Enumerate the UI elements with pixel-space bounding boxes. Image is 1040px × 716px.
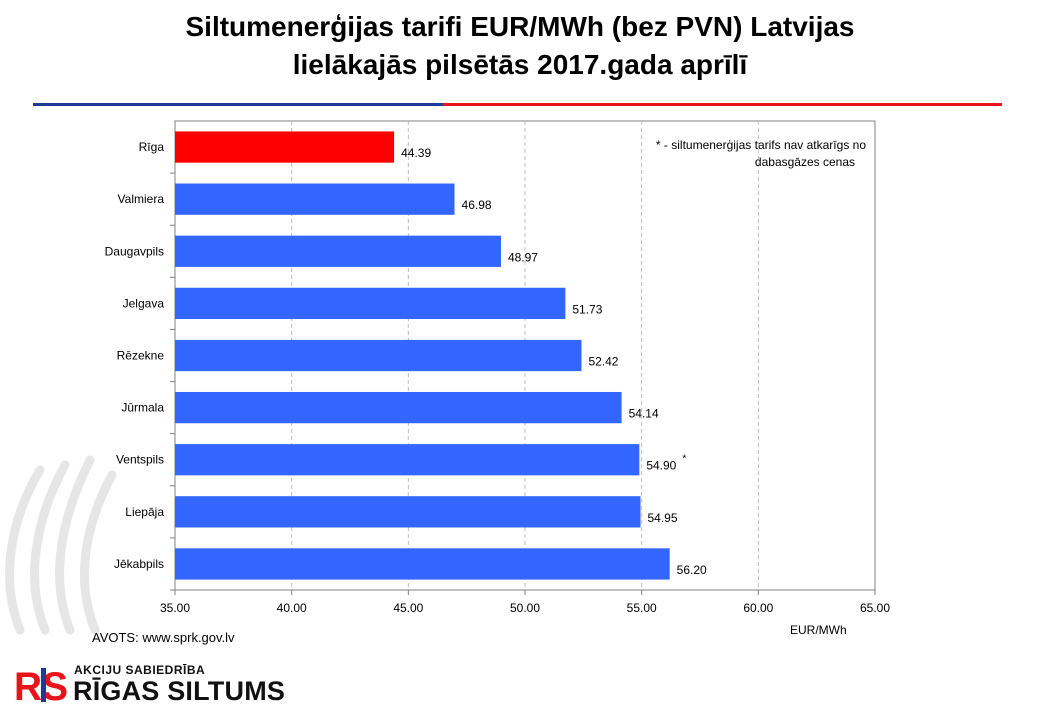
- x-tick-label: 60.00: [743, 601, 773, 615]
- category-label: Jēkabpils: [114, 557, 164, 571]
- bar: [175, 391, 622, 424]
- category-label: Liepāja: [125, 505, 164, 519]
- data-label: 52.42: [588, 355, 618, 369]
- bar: [175, 131, 395, 163]
- logo-subtitle: AKCIJU SABIEDRĪBA: [74, 663, 206, 677]
- data-label: 54.90: [646, 459, 676, 473]
- bar: [175, 235, 501, 267]
- divider-red-segment: [443, 103, 1002, 106]
- data-label: 46.98: [462, 198, 492, 212]
- title-divider: [33, 103, 1002, 106]
- logo-mark-stripe: [41, 668, 46, 702]
- x-tick-label: 65.00: [860, 601, 890, 615]
- x-tick-labels: 35.00 40.00 45.00 50.00 55.00 60.00 65.00: [160, 590, 890, 615]
- title-line-2: lielākajās pilsētās 2017.gada aprīlī: [292, 49, 748, 80]
- divider-blue-segment: [33, 103, 443, 106]
- company-logo: RS AKCIJU SABIEDRĪBA RĪGAS SILTUMS: [14, 660, 314, 710]
- bar: [175, 287, 566, 320]
- annotation-line-1: * - siltumenerģijas tarifs nav atkarīgs …: [656, 138, 866, 152]
- x-tick-label: 55.00: [627, 601, 657, 615]
- rs-logo-mark: RS: [14, 665, 68, 708]
- category-label: Jelgava: [123, 296, 165, 310]
- data-label: 51.73: [572, 302, 602, 316]
- category-label: Rīga: [139, 140, 165, 154]
- data-label: 54.95: [648, 511, 678, 525]
- logo-name: RĪGAS SILTUMS: [73, 676, 286, 706]
- data-label: 54.14: [629, 407, 659, 421]
- asterisk-marker: *: [682, 454, 686, 465]
- x-axis-label: EUR/MWh: [790, 623, 847, 637]
- value-labels: 44.39 46.98 48.97 51.73 52.42 54.14 54.90 * 54.9…: [401, 146, 707, 577]
- annotation-line-2: dabasgāzes cenas: [755, 155, 855, 169]
- category-label: Jūrmala: [121, 401, 164, 415]
- x-tick-label: 40.00: [277, 601, 307, 615]
- x-tick-label: 45.00: [393, 601, 423, 615]
- bar: [175, 339, 582, 372]
- category-labels: Rīga Valmiera Daugavpils Jelgava Rēzekne Jūrm…: [105, 140, 175, 591]
- source-note: AVOTS: www.sprk.gov.lv: [92, 630, 235, 645]
- data-label: 48.97: [508, 250, 538, 264]
- bar: [175, 496, 641, 528]
- bars: [175, 131, 670, 580]
- title-line-1: Siltumenerģijas tarifi EUR/MWh (bez PVN)…: [185, 11, 855, 42]
- x-tick-label: 35.00: [160, 601, 190, 615]
- bar: [175, 548, 670, 580]
- bar: [175, 444, 640, 476]
- decorative-flame-watermark: [5, 455, 117, 635]
- chart-title: Siltumenerģijas tarifi EUR/MWh (bez PVN)…: [0, 8, 1040, 84]
- category-label: Ventspils: [116, 453, 164, 467]
- category-label: Rēzekne: [117, 349, 165, 363]
- data-label: 44.39: [401, 146, 431, 160]
- x-tick-label: 50.00: [510, 601, 540, 615]
- category-label: Valmiera: [118, 192, 165, 206]
- category-label: Daugavpils: [105, 244, 164, 258]
- data-label: 56.20: [677, 563, 707, 577]
- bar: [175, 183, 455, 215]
